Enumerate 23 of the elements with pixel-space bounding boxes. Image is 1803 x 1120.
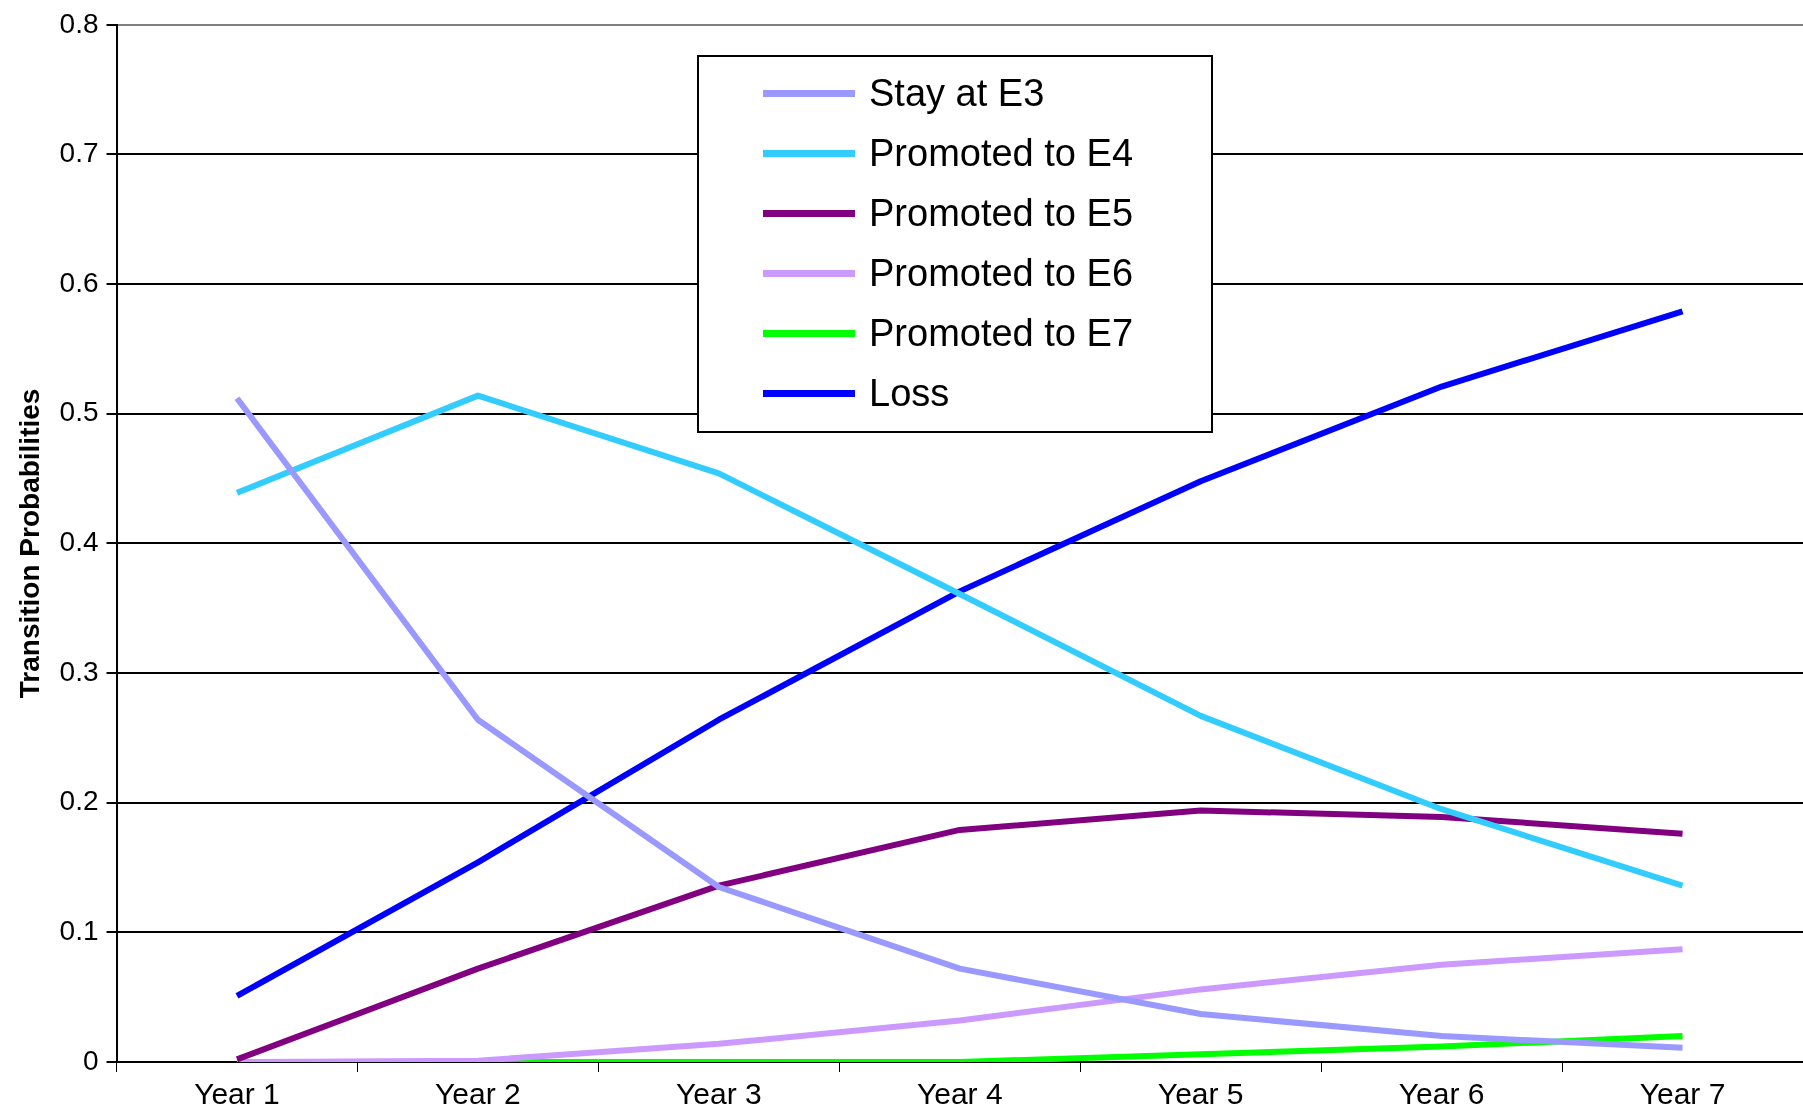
y-tick-label: 0.6: [59, 266, 99, 298]
y-tick-label: 0.3: [59, 655, 99, 687]
x-tick-label: Year 2: [435, 1077, 521, 1111]
y-tick-label: 0.5: [59, 396, 99, 428]
y-tick-label: 0.4: [59, 526, 99, 558]
legend-label: Promoted to E7: [869, 311, 1134, 355]
legend-label: Promoted to E5: [869, 191, 1134, 235]
y-tick-label: 0.7: [59, 137, 99, 169]
x-tick-label: Year 6: [1398, 1077, 1485, 1111]
y-tick-label: 0: [82, 1044, 99, 1076]
legend-label: Promoted to E6: [869, 251, 1134, 295]
x-tick-label: Year 1: [194, 1077, 280, 1111]
x-tick-label: Year 5: [1157, 1077, 1244, 1111]
legend-label: Loss: [869, 371, 950, 415]
y-tick-label: 0.1: [59, 915, 99, 947]
legend-label: Stay at E3: [869, 71, 1045, 115]
y-tick-label: 0.8: [59, 7, 99, 39]
y-tick-label: 0.2: [59, 785, 99, 817]
x-tick-label: Year 4: [916, 1077, 1003, 1111]
y-axis-title: Transition Probabilities: [13, 388, 45, 699]
x-tick-label: Year 7: [1639, 1077, 1726, 1111]
legend-label: Promoted to E4: [869, 131, 1134, 175]
x-tick-label: Year 3: [676, 1077, 762, 1111]
